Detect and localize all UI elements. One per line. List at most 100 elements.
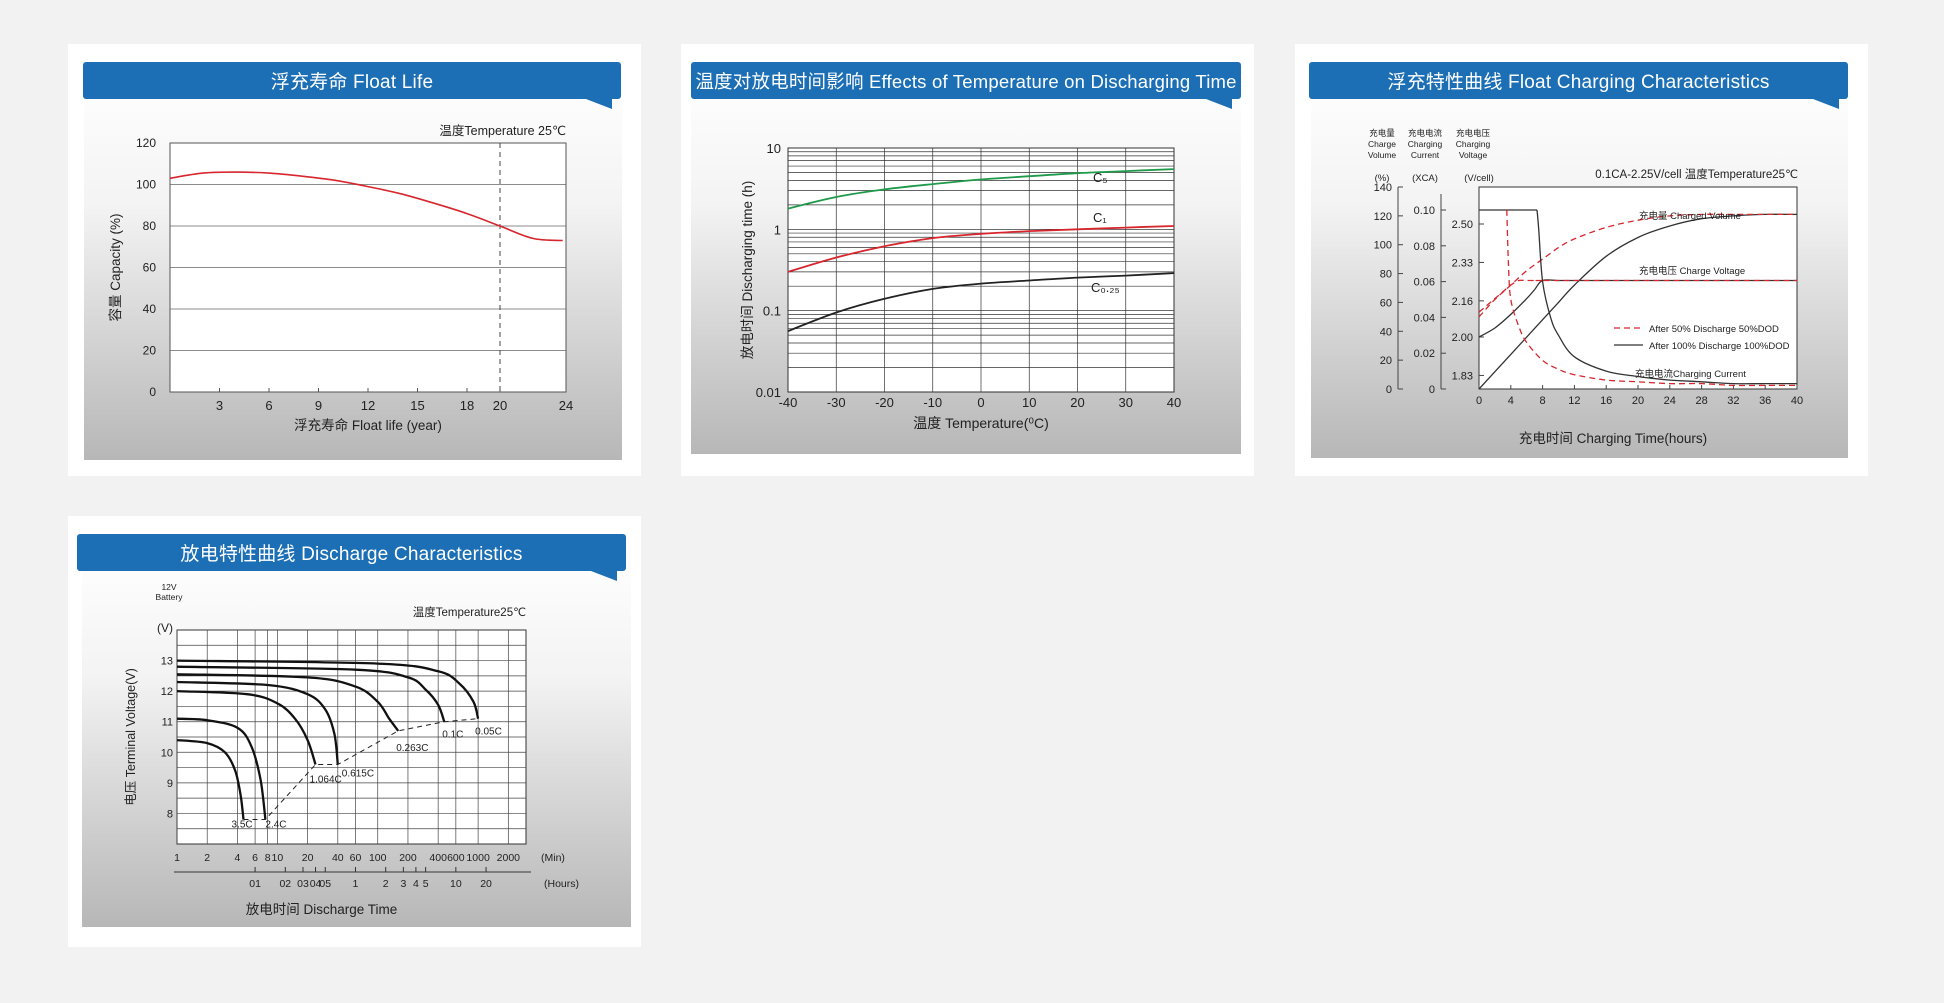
series-line <box>1536 209 1797 385</box>
x-unit-label: (Min) <box>541 852 565 864</box>
hour-tick-label: 3 <box>400 878 406 890</box>
current-tick-label: 0.10 <box>1414 205 1435 217</box>
current-tick-label: 0.02 <box>1414 348 1435 360</box>
voltage-tick-label: 2.16 <box>1452 296 1473 308</box>
x-tick-label: 28 <box>1695 395 1707 407</box>
series-label: 0.1C <box>442 730 463 741</box>
y-tick-label: 100 <box>136 178 156 192</box>
series-label: C₁ <box>1093 210 1107 225</box>
y-tick-label: 1 <box>774 222 781 237</box>
y-unit-label: (V) <box>157 621 173 635</box>
y-tick-label: 80 <box>143 219 157 233</box>
current-tick-label: 0.08 <box>1414 241 1435 253</box>
curve-label: 充电电压 Charge Voltage <box>1639 265 1745 277</box>
chart-annotation: 0.1CA-2.25V/cell 温度Temperature25℃ <box>1595 167 1798 181</box>
x-tick-label: 40 <box>332 852 344 864</box>
x-tick-label: -30 <box>827 395 846 410</box>
series-label: C₅ <box>1093 170 1108 185</box>
y-axis-label: 电压 Terminal Voltage(V) <box>124 668 138 806</box>
series-line <box>787 168 1175 210</box>
volume-tick-label: 20 <box>1380 355 1392 367</box>
voltage-tick-label: 2.50 <box>1452 219 1473 231</box>
chart-title: 浮充寿命 Float Life <box>270 72 434 93</box>
chart-title: 浮充特性曲线 Float Charging Characteristics <box>1387 72 1770 93</box>
series-label: 3.5C <box>232 820 253 831</box>
y-tick-label: 120 <box>136 136 156 150</box>
x-tick-label: 18 <box>460 398 474 413</box>
series-line <box>176 689 317 765</box>
hour-tick-label: 10 <box>450 878 462 890</box>
series-label: 0.615C <box>342 769 374 780</box>
y-tick-label: 40 <box>143 302 157 316</box>
x-tick-label: 9 <box>315 398 322 413</box>
x-tick-label: 3 <box>216 398 223 413</box>
y-tick-label: 0.1 <box>763 304 781 319</box>
plot-area <box>1478 186 1798 390</box>
x-tick-label: 12 <box>361 398 375 413</box>
axis-header-en: Current <box>1411 150 1440 160</box>
battery-label: 12V <box>161 582 176 592</box>
volume-tick-label: 0 <box>1386 384 1392 396</box>
float-life-chart: 0 20 40 60 80 100 120 3 6 9 12 15 18 20 24 温度Temperatur… <box>107 123 573 433</box>
voltage-tick-label: 2.33 <box>1452 257 1473 269</box>
x-tick-label: 20 <box>1070 395 1084 410</box>
x-tick-label: 24 <box>559 398 573 413</box>
series-label: C₀.₂₅ <box>1091 280 1120 295</box>
y-tick-label: 10 <box>161 747 173 759</box>
chart-annotation: 温度Temperature25℃ <box>413 605 526 619</box>
hour-tick-label: 05 <box>319 878 331 890</box>
x-tick-label: 15 <box>410 398 424 413</box>
series-line <box>176 659 480 720</box>
axis-header-en: Charging <box>1456 139 1491 149</box>
x-tick-label: 30 <box>1119 395 1133 410</box>
x-tick-label: 20 <box>493 398 507 413</box>
volume-tick-label: 60 <box>1380 297 1392 309</box>
hour-tick-label: 01 <box>249 878 261 890</box>
x-tick-label: 8 <box>265 852 271 864</box>
banner-tail <box>1206 99 1232 109</box>
series-label: 0.263C <box>396 743 428 754</box>
axis-unit: (%) <box>1375 173 1390 184</box>
x-tick-label: 8 <box>1540 395 1546 407</box>
x-tick-label: 20 <box>302 852 314 864</box>
current-tick-label: 0 <box>1429 384 1435 396</box>
x-tick-label: 20 <box>1632 395 1644 407</box>
y-axis-label: 放电时间 Discharging time (h) <box>740 181 755 360</box>
volume-tick-label: 40 <box>1380 326 1392 338</box>
hour-tick-label: 02 <box>279 878 291 890</box>
chart-title-banner: 温度对放电时间影响 Effects of Temperature on Disc… <box>691 62 1241 99</box>
x-axis-label: 温度 Temperature(⁰C) <box>913 415 1049 431</box>
float-charging-chart: 充电量ChargeVolume(%)充电电流ChargingCurrent(XC… <box>1368 128 1803 446</box>
series-label: 0.05C <box>475 727 502 738</box>
series-line <box>1478 279 1797 313</box>
legend-label: After 50% Discharge 50%DOD <box>1649 324 1779 335</box>
x-tick-label: 2000 <box>497 852 521 864</box>
y-axis-label: 容量 Capacity (%) <box>107 213 123 321</box>
float-charging-card: 浮充特性曲线 Float Charging Characteristics 充电… <box>1295 44 1868 476</box>
y-tick-label: 10 <box>767 141 781 156</box>
x-axis-label: 浮充寿命 Float life (year) <box>294 417 442 433</box>
banner-tail <box>1813 99 1839 109</box>
y-tick-label: 0 <box>149 385 156 399</box>
temperature-effects-card: 温度对放电时间影响 Effects of Temperature on Disc… <box>681 44 1254 476</box>
y-tick-label: 8 <box>167 808 173 820</box>
series-line <box>169 171 563 242</box>
x-tick-label: 12 <box>1568 395 1580 407</box>
x-axis-label: 充电时间 Charging Time(hours) <box>1519 431 1707 446</box>
x-tick-label: 2 <box>204 852 210 864</box>
axis-header-en: Charging <box>1408 139 1443 149</box>
x-tick-label: 4 <box>1508 395 1514 407</box>
chart-title-banner: 浮充特性曲线 Float Charging Characteristics <box>1309 62 1848 99</box>
volume-tick-label: 120 <box>1374 211 1392 223</box>
x-axis-label: 放电时间 Discharge Time <box>246 902 398 917</box>
x-tick-label: 600 <box>447 852 465 864</box>
x-tick-label: 1000 <box>466 852 490 864</box>
hour-tick-label: 1 <box>353 878 359 890</box>
x-tick-label: 4 <box>235 852 241 864</box>
hour-tick-label: 03 <box>297 878 309 890</box>
axis-unit: (XCA) <box>1412 173 1438 184</box>
chart-title-banner: 浮充寿命 Float Life <box>83 62 621 99</box>
temperature-discharge-chart: -40 -30 -20 -10 0 10 20 30 40 0.01 0.1 1 10 C₅ C₁ C₀.₂₅… <box>740 141 1181 431</box>
y-tick-label: 60 <box>143 261 157 275</box>
series-line <box>1478 213 1797 318</box>
